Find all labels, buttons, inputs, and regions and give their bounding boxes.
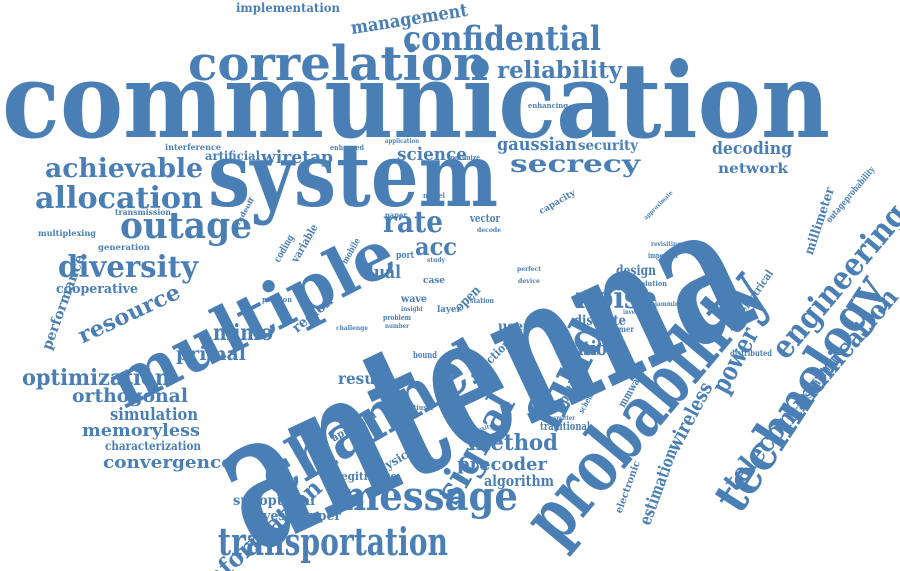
word-method: method <box>468 430 558 456</box>
word-ratio: ratio <box>565 336 607 360</box>
word-model: model <box>423 191 445 200</box>
word-multiuser: multiuser <box>400 403 434 412</box>
word-multiplexing: multiplexing <box>38 228 96 238</box>
word-enhanced: enhanced <box>330 143 364 152</box>
word-position: position <box>262 295 292 304</box>
word-artificial: artificial <box>205 149 260 163</box>
word-study: study <box>427 257 445 264</box>
word-eavesdropper: eavesdropper <box>247 509 341 524</box>
word-insight: insight <box>401 306 423 313</box>
word-implementation: implementation <box>236 1 340 15</box>
word-application: application <box>385 138 420 145</box>
word-network: network <box>718 161 788 177</box>
word-interference: interference <box>165 142 221 152</box>
word-port: port <box>396 251 415 261</box>
word-decoding: decoding <box>712 139 792 159</box>
word-algorithm: algorithm <box>484 472 554 490</box>
word-problem: problem <box>383 313 412 322</box>
word-memoryless: memoryless <box>82 421 200 441</box>
word-science: science <box>397 144 467 165</box>
word-layer: layer <box>437 305 461 315</box>
word-decode: decode <box>477 227 501 234</box>
word-communication: communication <box>2 39 830 162</box>
word-optimal: optimal <box>606 280 634 289</box>
word-characterization: characterization <box>105 439 201 453</box>
word-switchable: switchable <box>568 350 600 357</box>
word-design: design <box>616 263 656 279</box>
word-case: case <box>423 276 445 286</box>
word-enhancing: enhancing <box>528 101 568 110</box>
word-wave: wave <box>400 294 427 305</box>
word-rate: rate <box>383 205 443 240</box>
word-acc: acc <box>415 232 457 261</box>
word-paper: paper <box>385 210 408 220</box>
word-imperfect: imperfect <box>648 251 679 260</box>
word-bound: bound <box>413 351 438 361</box>
word-investigate: investigate <box>623 309 655 316</box>
word-noise: noise <box>575 281 657 316</box>
word-security: security <box>578 138 639 154</box>
word-outage: outage <box>120 205 252 247</box>
word-distributed: distributed <box>730 348 772 358</box>
word-station: station <box>470 296 494 305</box>
word-challenge: challenge <box>336 325 368 332</box>
word-discrete: discrete <box>574 313 626 329</box>
word-primal: primal <box>176 343 246 365</box>
word-solution: solution <box>637 279 667 288</box>
word-generation: generation <box>98 242 150 252</box>
word-orthogonal: orthogonal <box>72 385 188 407</box>
word-result: result <box>338 369 389 388</box>
word-precoder: precoder <box>457 454 548 475</box>
word-secrecy: secrecy <box>510 149 641 178</box>
word-suboptimal: suboptimal <box>233 493 315 509</box>
word-mimo: mimo <box>213 320 273 346</box>
word-achievable: achievable <box>45 154 203 184</box>
word-maximize: maximize <box>448 153 480 162</box>
word-user: user <box>498 319 531 335</box>
word-allocation: allocation <box>35 181 203 216</box>
word-transmitter: transmitter <box>541 415 576 422</box>
word-device: device <box>518 278 540 285</box>
word-reliability: reliability <box>497 57 623 84</box>
word-legitimate: legitimate <box>337 470 397 483</box>
word-transmission: transmission <box>115 207 171 217</box>
word-perfect: perfect <box>517 266 541 273</box>
word-system: system <box>208 123 498 227</box>
word-wiretap: wiretap <box>260 147 333 168</box>
word-confidential: confidential <box>403 19 601 59</box>
word-convergence: convergence <box>103 453 233 473</box>
word-simulation: simulation <box>110 405 198 425</box>
word-vector: vector <box>469 212 500 225</box>
word-traditional: traditional <box>540 420 590 433</box>
word-number: number <box>385 323 410 330</box>
word-optimization: optimization <box>22 365 170 391</box>
word-correlation: correlation <box>188 36 488 92</box>
word-message: message <box>340 473 518 520</box>
word-cooperative: cooperative <box>56 282 138 297</box>
word-gaussian: gaussian <box>497 134 577 155</box>
word-transportation: transportation <box>218 519 448 564</box>
word-revisiting: revisiting <box>651 241 682 248</box>
word-dual: dual <box>363 262 401 283</box>
word-jamming: jamming <box>654 301 684 308</box>
word-jammer: jammer <box>603 324 635 334</box>
word-diversity: diversity <box>58 250 200 285</box>
